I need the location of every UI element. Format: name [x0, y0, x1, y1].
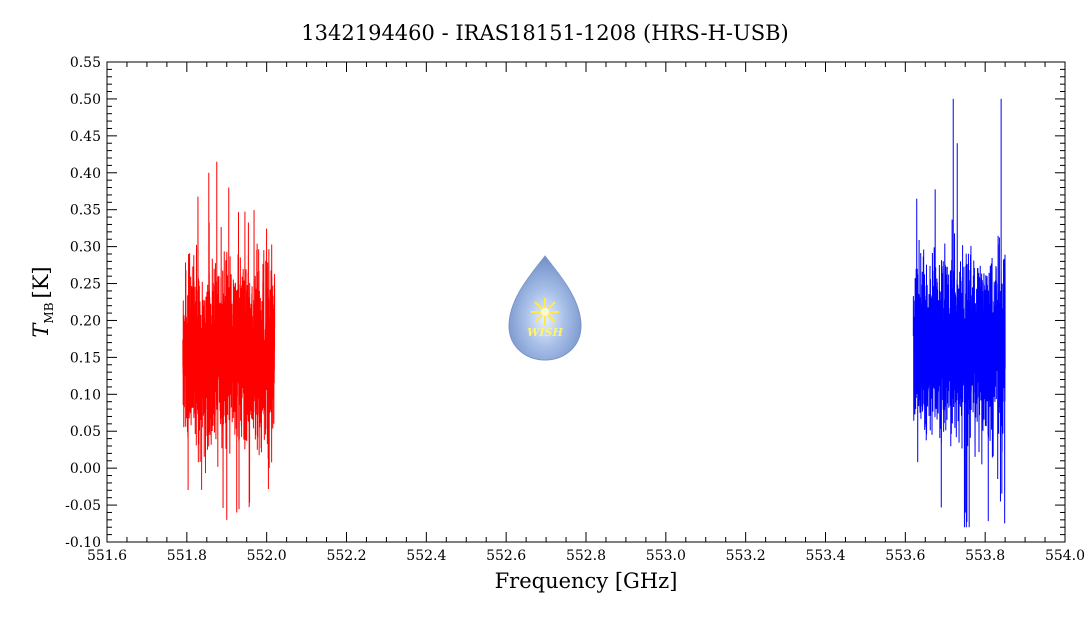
- wish-logo: WISH: [508, 255, 582, 361]
- y-tick-label: -0.10: [65, 535, 101, 551]
- y-axis-unit: [K]: [29, 266, 53, 298]
- y-tick-label: 0.35: [70, 203, 101, 219]
- x-tick-label: 553.0: [646, 548, 686, 564]
- x-tick-label: 553.4: [805, 548, 845, 564]
- x-tick-label: 551.8: [167, 548, 207, 564]
- x-tick-label: 552.4: [406, 548, 446, 564]
- y-tick-label: 0.40: [70, 166, 101, 182]
- y-axis-subscript: MB: [42, 302, 56, 323]
- plot-frame: [106, 61, 1066, 543]
- x-tick-labels: 551.6 551.8 552.0 552.2 552.4 552.6 552.8 553.0…: [87, 548, 1085, 564]
- spectrum-series-1: [182, 161, 276, 520]
- logo-text: WISH: [527, 326, 563, 339]
- y-axis-symbol: T: [29, 322, 53, 338]
- x-tick-label: 552.8: [566, 548, 606, 564]
- y-tick-label: 0.25: [70, 277, 101, 293]
- x-tick-label: 554.0: [1045, 548, 1085, 564]
- x-tick-label: 553.6: [885, 548, 925, 564]
- x-tick-label: 551.6: [87, 548, 127, 564]
- x-tick-label: 553.8: [965, 548, 1005, 564]
- spectrum-series-2: [912, 98, 1006, 528]
- y-tick-label: 0.10: [70, 387, 101, 403]
- x-axis-title: Frequency [GHz]: [495, 569, 678, 593]
- y-tick-label: 0.00: [70, 461, 101, 477]
- y-tick-label: 0.50: [70, 92, 101, 108]
- y-axis-title: TMB [K]: [29, 266, 56, 337]
- y-tick-label: 0.45: [70, 129, 101, 145]
- y-tick-label: 0.55: [70, 55, 101, 71]
- y-tick-label: -0.05: [65, 498, 101, 514]
- axis-ticks: [106, 61, 1066, 543]
- y-tick-label: 0.15: [70, 350, 101, 366]
- x-tick-label: 552.6: [486, 548, 526, 564]
- y-tick-label: 0.20: [70, 313, 101, 329]
- x-tick-label: 552.0: [247, 548, 287, 564]
- y-tick-label: 0.05: [70, 424, 101, 440]
- chart-title: 1342194460 - IRAS18151-1208 (HRS-H-USB): [301, 21, 788, 45]
- star-icon: [531, 298, 559, 326]
- series-layer: [182, 98, 1006, 528]
- x-tick-label: 552.2: [326, 548, 366, 564]
- x-tick-label: 553.2: [726, 548, 766, 564]
- y-tick-labels: -0.10 -0.05 0.00 0.05 0.10 0.15 0.20 0.25 0.30 0.…: [65, 55, 101, 551]
- y-tick-label: 0.30: [70, 240, 101, 256]
